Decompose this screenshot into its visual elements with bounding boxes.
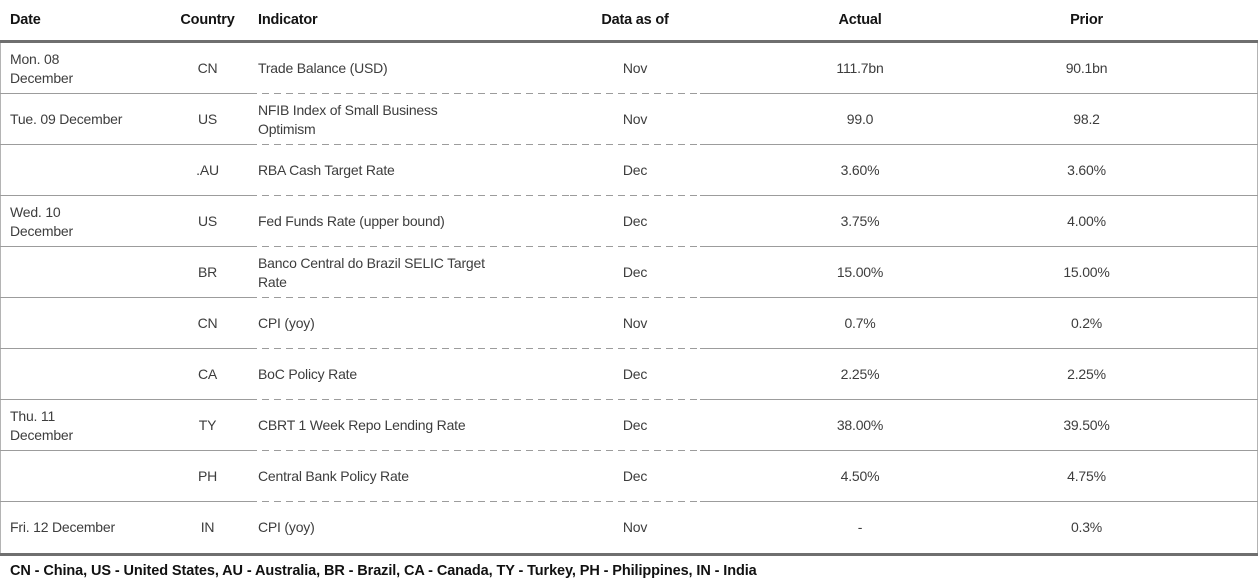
table-body: Mon. 08 December CN Trade Balance (USD) … xyxy=(0,43,1258,556)
country-cell: CN xyxy=(165,298,250,349)
prior-cell: 2.25% xyxy=(1020,349,1258,400)
indicator-cell: CPI (yoy) xyxy=(250,298,570,349)
prior-cell: 90.1bn xyxy=(1020,43,1258,94)
table-row: CA BoC Policy Rate Dec 2.25% 2.25% xyxy=(0,349,1258,400)
country-cell: US xyxy=(165,196,250,247)
date-cell xyxy=(0,349,165,400)
table-row: Tue. 09 December US NFIB Index of Small … xyxy=(0,94,1258,145)
country-cell: BR xyxy=(165,247,250,298)
prior-cell: 0.3% xyxy=(1070,519,1103,536)
data-as-of-cell: Dec xyxy=(570,196,700,247)
data-as-of-cell: Dec xyxy=(570,451,700,502)
indicator-cell: NFIB Index of Small Business Optimism xyxy=(250,94,570,145)
country-cell: IN xyxy=(200,519,215,536)
country-cell: CA xyxy=(165,349,250,400)
table-row: .AU RBA Cash Target Rate Dec 3.60% 3.60% xyxy=(0,145,1258,196)
actual-cell: - xyxy=(857,519,863,536)
prior-cell: 98.2 xyxy=(1020,94,1258,145)
actual-cell: 0.7% xyxy=(700,298,1020,349)
date-cell xyxy=(0,298,165,349)
date-cell: Thu. 11 December xyxy=(0,400,165,451)
date-cell: Wed. 10 December xyxy=(0,196,165,247)
country-legend: CN - China, US - United States, AU - Aus… xyxy=(10,563,757,579)
date-cell: Fri. 12 December xyxy=(10,519,115,536)
table-row: CN CPI (yoy) Nov 0.7% 0.2% xyxy=(0,298,1258,349)
data-as-of-cell: Dec xyxy=(570,400,700,451)
column-header-data-as-of: Data as of xyxy=(601,11,669,28)
indicator-cell: Banco Central do Brazil SELIC Target Rat… xyxy=(250,247,570,298)
data-as-of-cell: Nov xyxy=(570,298,700,349)
country-cell: CN xyxy=(165,43,250,94)
data-as-of-cell: Nov xyxy=(622,519,648,536)
prior-cell: 0.2% xyxy=(1020,298,1258,349)
actual-cell: 3.75% xyxy=(700,196,1020,247)
prior-cell: 3.60% xyxy=(1020,145,1258,196)
prior-cell: 4.00% xyxy=(1020,196,1258,247)
prior-cell: 39.50% xyxy=(1020,400,1258,451)
country-cell: US xyxy=(165,94,250,145)
indicator-cell: BoC Policy Rate xyxy=(250,349,570,400)
table-row: Mon. 08 December CN Trade Balance (USD) … xyxy=(0,43,1258,94)
table-row: PH Central Bank Policy Rate Dec 4.50% 4.… xyxy=(0,451,1258,502)
actual-cell: 4.50% xyxy=(700,451,1020,502)
actual-cell: 3.60% xyxy=(700,145,1020,196)
data-as-of-cell: Dec xyxy=(570,145,700,196)
table-row: Thu. 11 December TY CBRT 1 Week Repo Len… xyxy=(0,400,1258,451)
country-cell: .AU xyxy=(165,145,250,196)
actual-cell: 99.0 xyxy=(700,94,1020,145)
indicator-cell: Fed Funds Rate (upper bound) xyxy=(250,196,570,247)
data-as-of-cell: Dec xyxy=(570,247,700,298)
column-header-prior: Prior xyxy=(1070,11,1103,28)
actual-cell: 2.25% xyxy=(700,349,1020,400)
country-cell: TY xyxy=(165,400,250,451)
data-as-of-cell: Nov xyxy=(570,43,700,94)
column-header-date: Date xyxy=(10,11,41,28)
actual-cell: 38.00% xyxy=(700,400,1020,451)
prior-cell: 15.00% xyxy=(1020,247,1258,298)
indicator-cell: CPI (yoy) xyxy=(258,519,315,536)
actual-cell: 15.00% xyxy=(700,247,1020,298)
table-header-row: Date Country Indicator Data as of Actual… xyxy=(0,0,1258,43)
table-row: BR Banco Central do Brazil SELIC Target … xyxy=(0,247,1258,298)
indicator-cell: CBRT 1 Week Repo Lending Rate xyxy=(250,400,570,451)
indicator-cell: Central Bank Policy Rate xyxy=(250,451,570,502)
actual-cell: 111.7bn xyxy=(700,43,1020,94)
column-header-indicator: Indicator xyxy=(258,11,318,28)
table-row: Fri. 12 December IN CPI (yoy) Nov - 0.3% xyxy=(0,502,1258,553)
column-header-actual: Actual xyxy=(838,11,882,28)
country-cell: PH xyxy=(165,451,250,502)
date-cell: Mon. 08 December xyxy=(0,43,165,94)
date-cell: Tue. 09 December xyxy=(0,94,165,145)
prior-cell: 4.75% xyxy=(1020,451,1258,502)
table-row: Wed. 10 December US Fed Funds Rate (uppe… xyxy=(0,196,1258,247)
column-header-country: Country xyxy=(180,11,235,28)
data-as-of-cell: Dec xyxy=(570,349,700,400)
indicator-cell: RBA Cash Target Rate xyxy=(250,145,570,196)
date-cell xyxy=(0,247,165,298)
indicator-cell: Trade Balance (USD) xyxy=(250,43,570,94)
data-as-of-cell: Nov xyxy=(570,94,700,145)
date-cell xyxy=(0,451,165,502)
date-cell xyxy=(0,145,165,196)
